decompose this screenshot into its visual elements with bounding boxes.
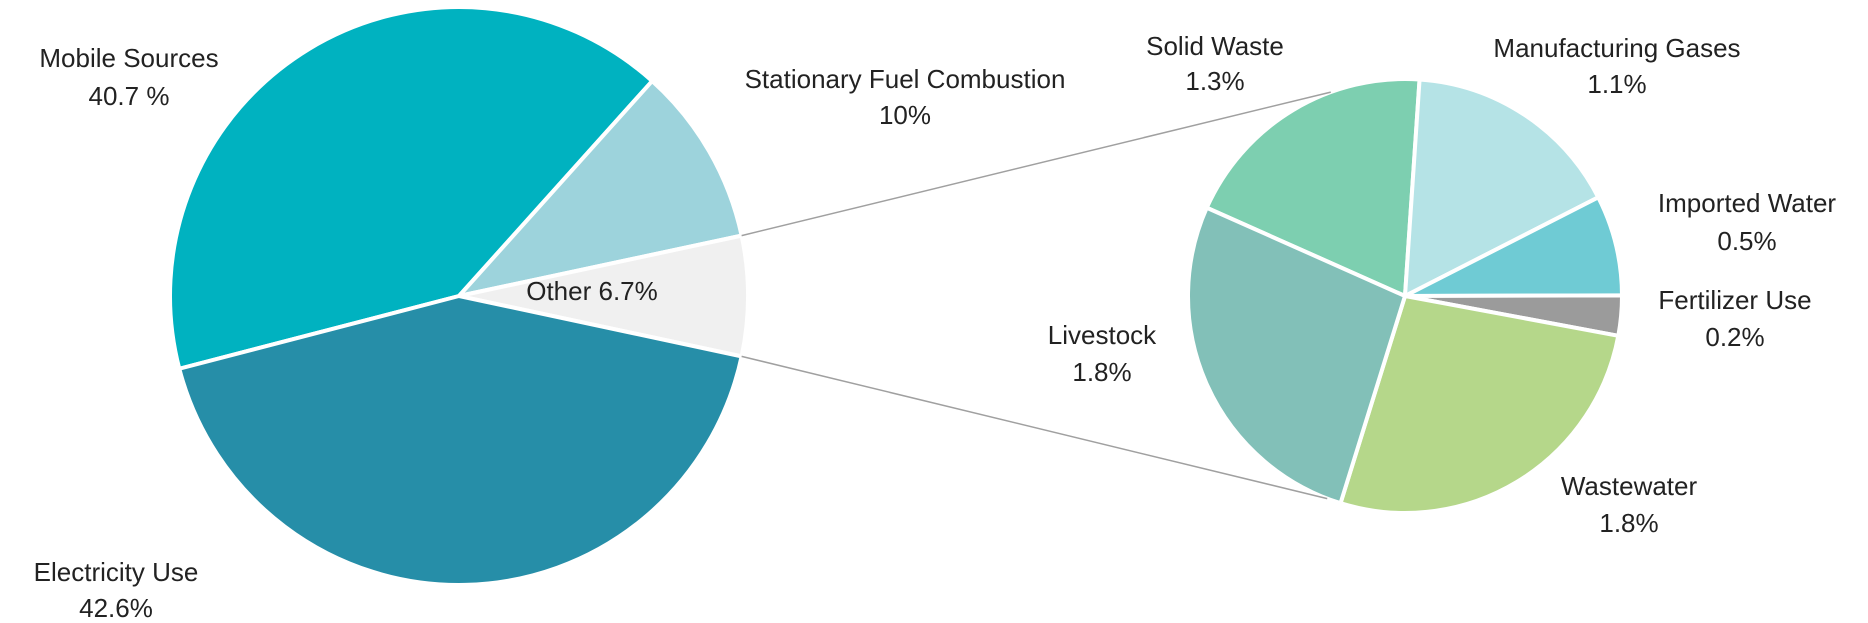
value-label: 40.7 % [89,81,170,111]
category-label: Other [526,276,591,306]
pie-slice [1186,205,1407,506]
space [591,276,598,306]
data-label: Other 6.7% [526,276,658,306]
category-label: Manufacturing Gases [1493,33,1740,63]
pie-slice [1403,77,1601,298]
pie-slice [177,294,744,587]
value-label: 42.6% [79,593,153,623]
connector-line [741,355,1328,500]
value-label: 1.8% [1072,357,1131,387]
category-label: Electricity Use [34,557,199,587]
category-label: Wastewater [1561,471,1698,501]
value-label: 6.7% [599,276,658,306]
value-label: 10% [879,100,931,130]
value-label: 0.2% [1705,322,1764,352]
pie-slice [457,79,744,298]
category-label: Fertilizer Use [1658,285,1811,315]
category-label: Stationary Fuel Combustion [745,64,1066,94]
pie-slice [1338,294,1621,515]
category-label: Solid Waste [1146,31,1284,61]
category-label: Imported Water [1658,188,1837,218]
connector-line [741,91,1331,237]
pie-slice [457,233,750,359]
value-label: 1.8% [1599,508,1658,538]
category-label: Livestock [1048,320,1157,350]
value-label: 1.1% [1587,69,1646,99]
value-label: 1.3% [1185,66,1244,96]
pie-slice [1204,77,1422,298]
pie-slice [168,5,655,371]
category-label: Mobile Sources [39,43,218,73]
value-label: 0.5% [1717,226,1776,256]
